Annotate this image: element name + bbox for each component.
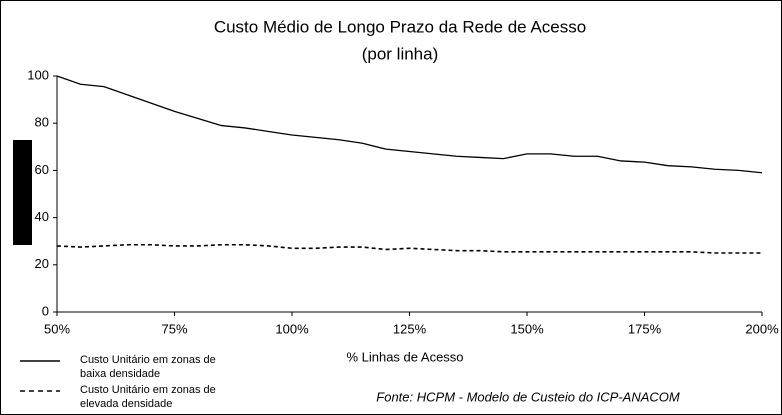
data-line bbox=[56, 75, 763, 174]
legend-label: Custo Unitário em zonas de elevada densi… bbox=[80, 384, 216, 410]
x-tick-label: 150% bbox=[510, 321, 544, 336]
x-tick-label: 100% bbox=[275, 321, 309, 336]
y-tick-label: 0 bbox=[42, 303, 49, 318]
chart-title: Custo Médio de Longo Prazo da Rede de Ac… bbox=[214, 17, 586, 36]
y-tick-label: 60 bbox=[35, 162, 49, 177]
x-tick-label: 75% bbox=[161, 321, 187, 336]
x-tick-label: 200% bbox=[745, 321, 779, 336]
y-tick-label: 20 bbox=[35, 256, 49, 271]
y-tick-label: 80 bbox=[35, 115, 49, 130]
x-tick-label: 175% bbox=[628, 321, 662, 336]
x-tick-label: 50% bbox=[44, 321, 70, 336]
legend-label: Custo Unitário em zonas de baixa densida… bbox=[80, 354, 216, 380]
y-tick-label: 100 bbox=[27, 67, 49, 82]
legend-item: Custo Unitário em zonas de elevada densi… bbox=[80, 384, 216, 410]
y-tick-label: 40 bbox=[35, 209, 49, 224]
x-tick-label: 125% bbox=[393, 321, 427, 336]
legend-item: Custo Unitário em zonas de baixa densida… bbox=[80, 354, 216, 380]
source-note: Fonte: HCPM - Modelo de Custeio do ICP-A… bbox=[376, 389, 680, 404]
data-line bbox=[56, 243, 762, 254]
x-axis-label: % Linhas de Acesso bbox=[346, 349, 463, 364]
black-block bbox=[13, 140, 32, 245]
chart-subtitle: (por linha) bbox=[362, 44, 439, 63]
